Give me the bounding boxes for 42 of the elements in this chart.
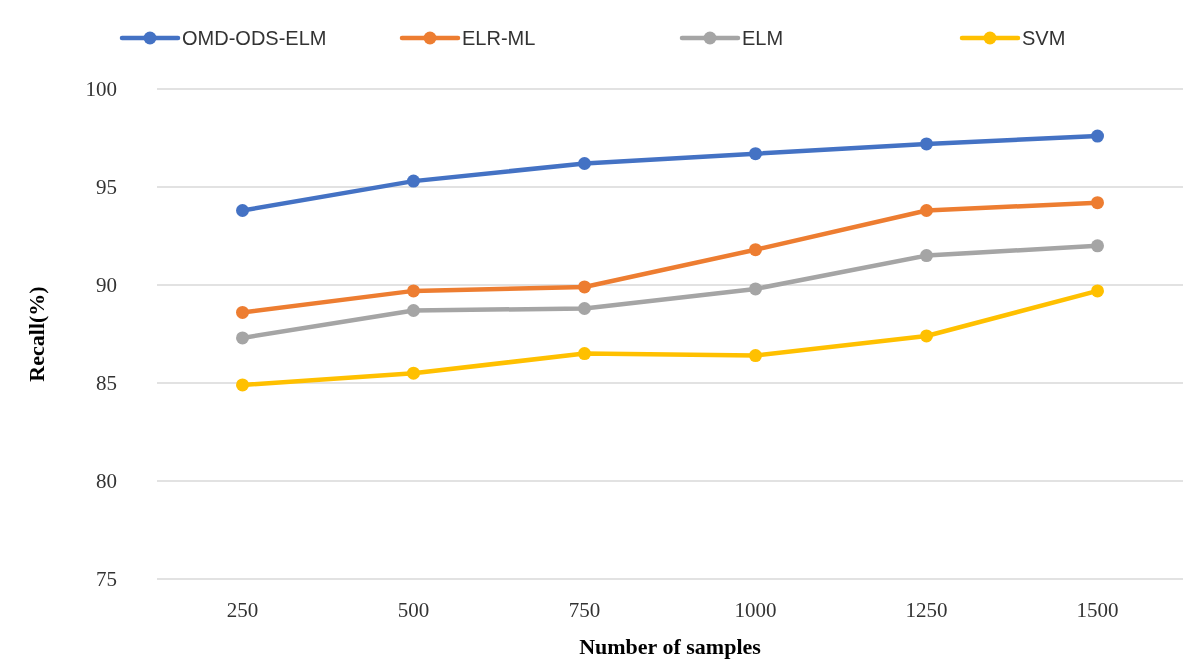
point [236,204,249,218]
point [749,282,762,296]
point [578,302,591,316]
point [407,366,420,380]
y-tick-label: 75 [96,567,117,592]
point [578,280,591,294]
y-tick-label: 95 [96,175,117,200]
point [236,331,249,345]
point [578,156,591,170]
point [236,378,249,392]
legend-label: ELM [742,27,784,49]
point [407,284,420,298]
point [236,305,249,319]
point [920,249,933,263]
point [1091,284,1104,298]
x-axis-title: Number of samples [579,634,762,659]
point [1091,196,1104,210]
point [749,243,762,257]
legend-label: OMD-ODS-ELM [182,27,327,49]
point [920,204,933,218]
point [1091,239,1104,253]
y-axis-title: Recall(%) [24,286,49,382]
point [920,329,933,343]
x-tick-label: 250 [226,598,259,622]
x-tick-label: 1250 [905,598,948,622]
point [407,174,420,188]
point [578,347,591,361]
legend-label: ELR-ML [462,27,536,49]
x-tick-label: 1500 [1076,598,1119,622]
point [407,303,420,317]
y-tick-label: 100 [85,77,117,102]
y-tick-label: 85 [96,371,117,396]
legend-label: SVM [1022,27,1066,49]
x-tick-label: 1000 [734,598,777,622]
point [1091,129,1104,143]
y-tick-label: 80 [96,469,117,494]
point [920,137,933,151]
point [749,349,762,363]
point [749,147,762,161]
x-tick-label: 500 [397,598,430,622]
x-tick-label: 750 [568,598,601,622]
y-tick-label: 90 [96,273,117,298]
